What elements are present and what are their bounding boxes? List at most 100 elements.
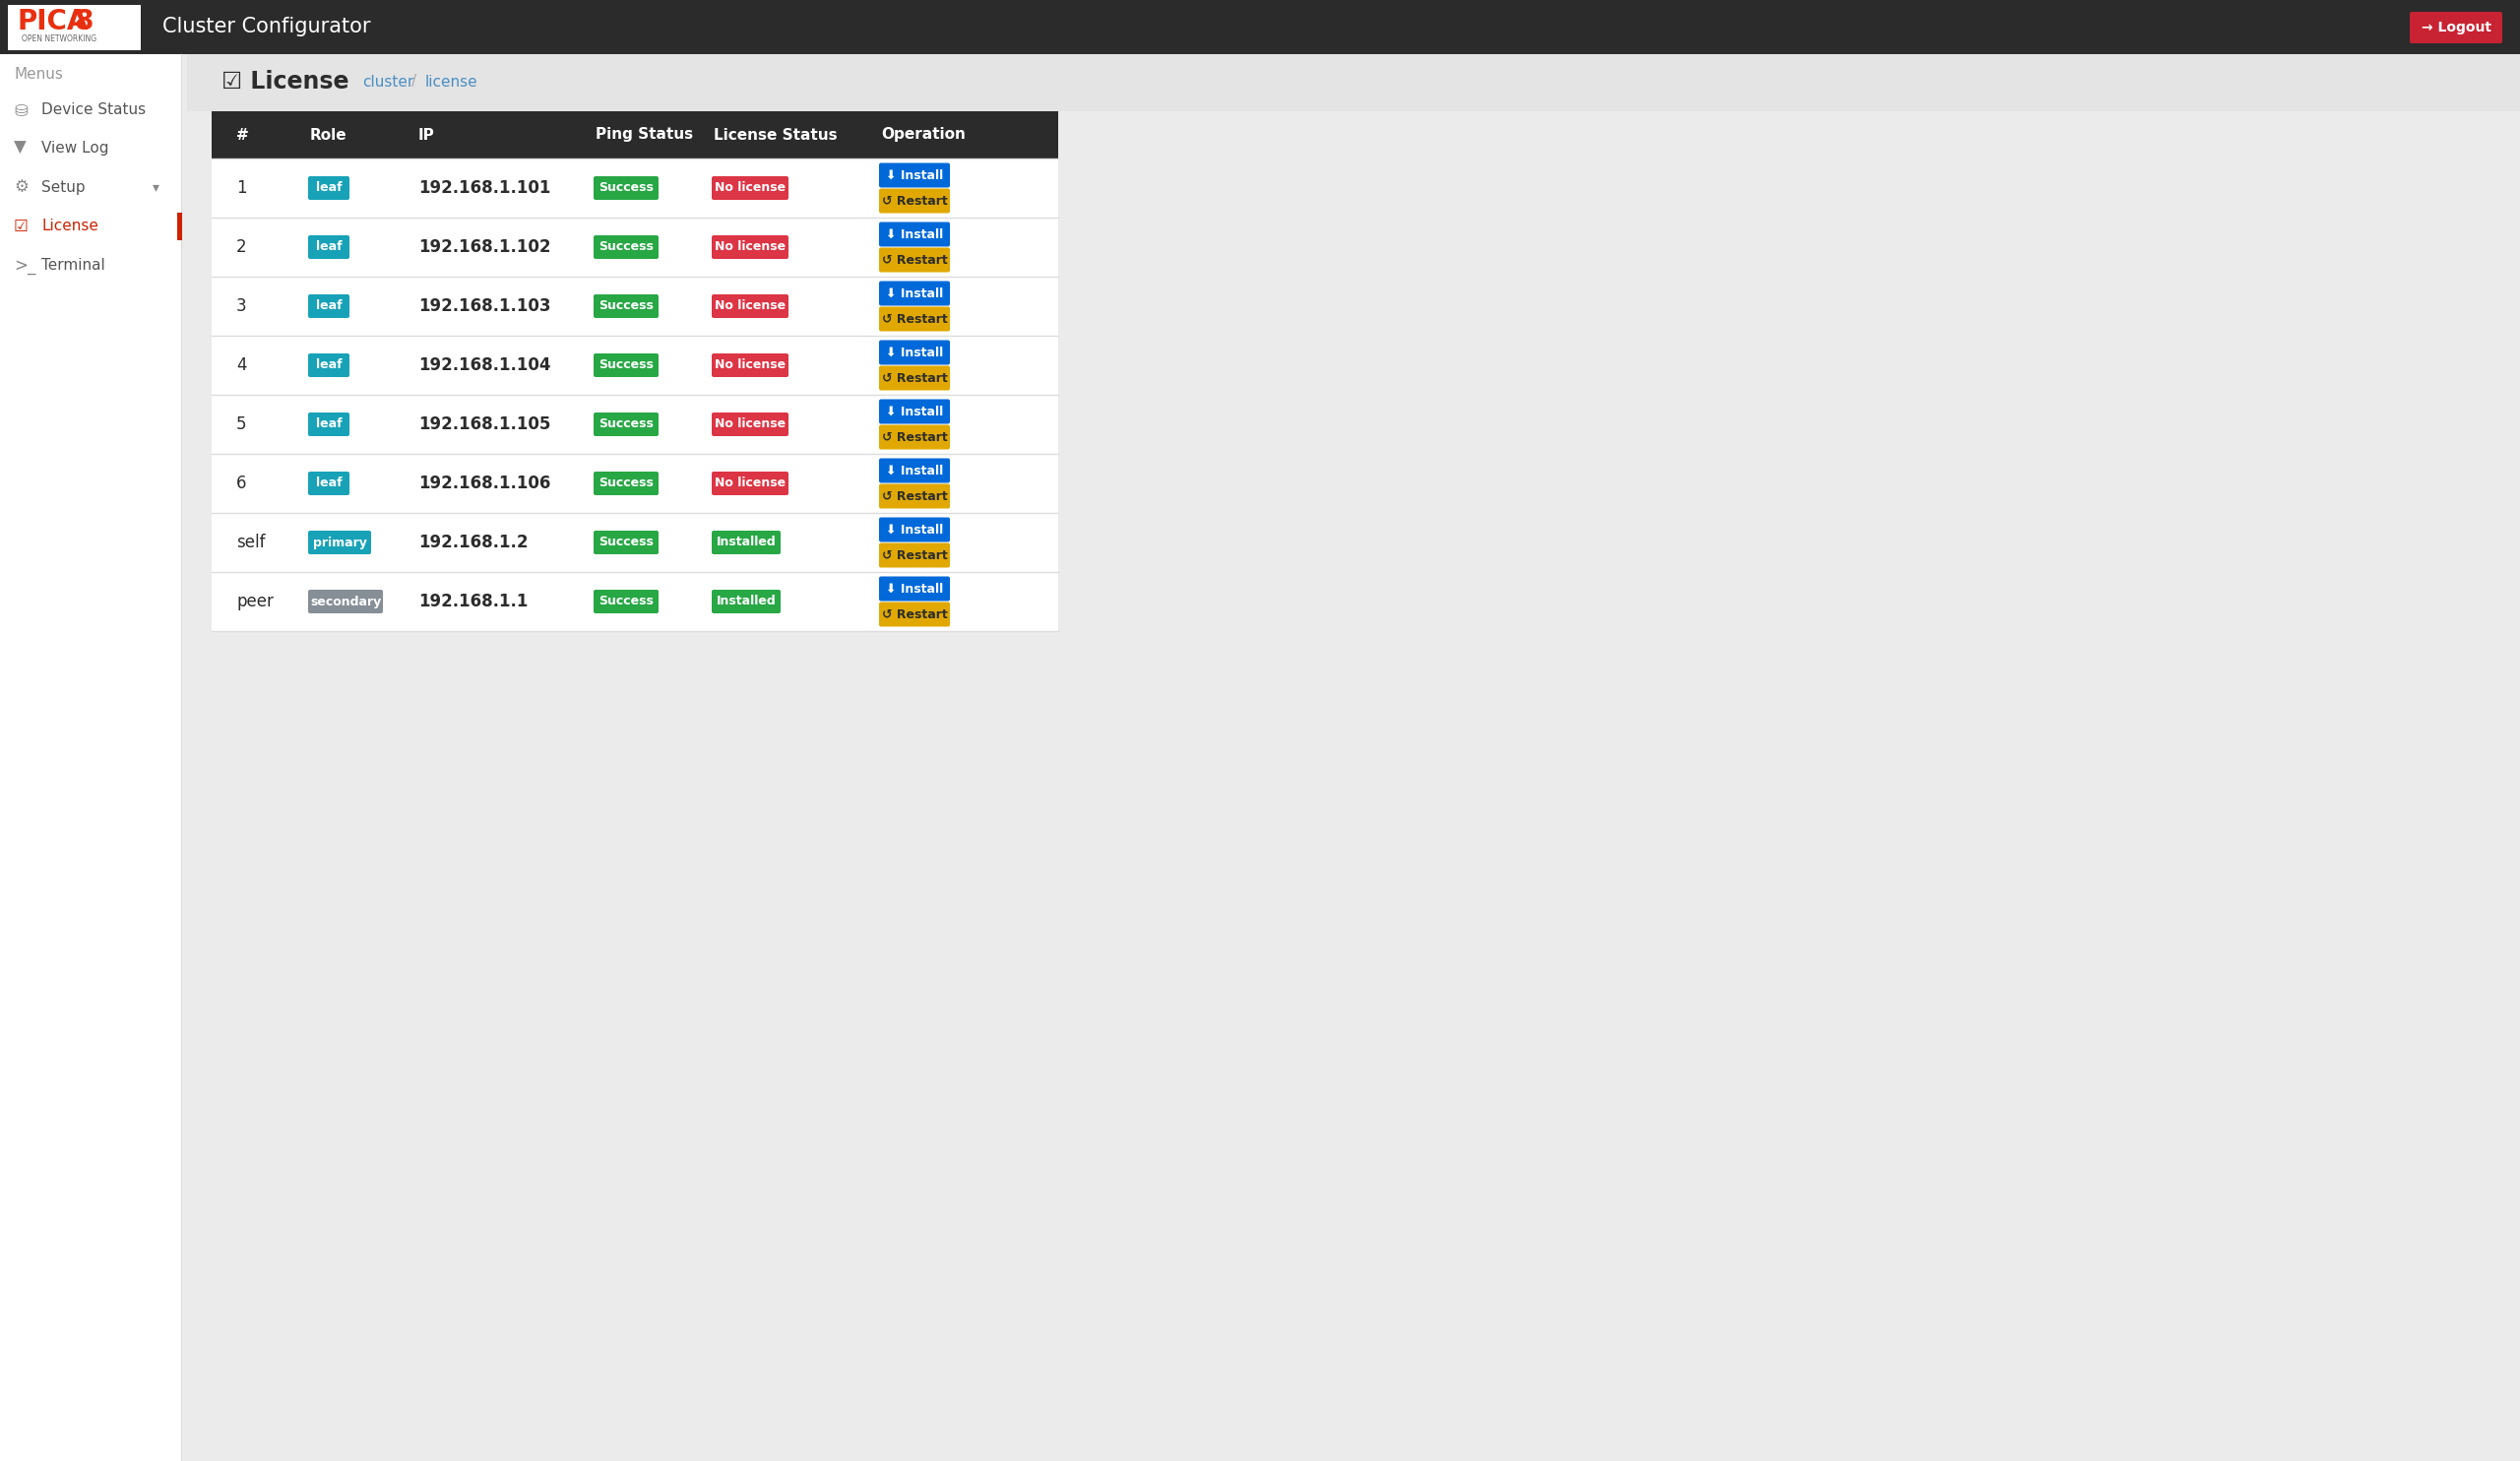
Text: >_: >_ <box>13 257 35 275</box>
Text: ⛁: ⛁ <box>13 101 28 120</box>
Text: 192.168.1.106: 192.168.1.106 <box>418 475 552 492</box>
FancyBboxPatch shape <box>879 425 950 450</box>
Bar <box>212 573 1058 631</box>
Text: No license: No license <box>716 300 786 313</box>
Text: PICA: PICA <box>18 7 88 35</box>
FancyBboxPatch shape <box>711 472 789 495</box>
Text: ☑: ☑ <box>13 218 28 235</box>
Text: /: / <box>411 75 416 89</box>
Text: 3: 3 <box>237 298 247 316</box>
FancyBboxPatch shape <box>879 602 950 627</box>
Text: 4: 4 <box>237 356 247 374</box>
FancyBboxPatch shape <box>307 590 383 614</box>
FancyBboxPatch shape <box>595 412 658 437</box>
Text: Role: Role <box>310 127 348 142</box>
Text: 192.168.1.1: 192.168.1.1 <box>418 593 529 611</box>
Bar <box>212 394 1058 454</box>
FancyBboxPatch shape <box>879 543 950 567</box>
Text: No license: No license <box>716 181 786 194</box>
Text: secondary: secondary <box>310 595 381 608</box>
Text: ↺ Restart: ↺ Restart <box>882 608 948 621</box>
Text: 192.168.1.103: 192.168.1.103 <box>418 298 552 316</box>
Text: ↺ Restart: ↺ Restart <box>882 194 948 207</box>
Bar <box>0 0 2520 54</box>
FancyBboxPatch shape <box>879 577 950 600</box>
Bar <box>8 4 141 50</box>
Text: cluster: cluster <box>363 75 413 89</box>
Text: ⬇ Install: ⬇ Install <box>887 405 942 418</box>
Text: ▼: ▼ <box>13 139 25 156</box>
FancyBboxPatch shape <box>711 590 781 614</box>
Text: ▾: ▾ <box>154 180 159 194</box>
Text: ⬇ Install: ⬇ Install <box>887 228 942 241</box>
Text: View Log: View Log <box>40 140 108 155</box>
FancyBboxPatch shape <box>595 530 658 554</box>
Bar <box>186 54 2520 111</box>
Text: #: # <box>237 127 249 142</box>
Text: leaf: leaf <box>315 418 343 431</box>
Text: Installed: Installed <box>716 536 776 549</box>
Bar <box>212 111 1058 158</box>
Text: leaf: leaf <box>315 359 343 371</box>
Bar <box>212 276 1058 336</box>
FancyBboxPatch shape <box>879 281 950 305</box>
FancyBboxPatch shape <box>307 294 350 318</box>
Text: License: License <box>40 219 98 234</box>
Text: License Status: License Status <box>713 127 837 142</box>
Text: 8: 8 <box>73 7 93 35</box>
FancyBboxPatch shape <box>879 399 950 424</box>
Text: No license: No license <box>716 241 786 254</box>
FancyBboxPatch shape <box>711 177 789 200</box>
Text: leaf: leaf <box>315 181 343 194</box>
Text: ⬇ Install: ⬇ Install <box>887 523 942 536</box>
Text: Device Status: Device Status <box>40 102 146 118</box>
FancyBboxPatch shape <box>307 177 350 200</box>
Text: Terminal: Terminal <box>40 259 106 273</box>
FancyBboxPatch shape <box>879 517 950 542</box>
Text: Success: Success <box>600 476 653 489</box>
FancyBboxPatch shape <box>307 354 350 377</box>
Text: → Logout: → Logout <box>2422 20 2492 35</box>
FancyBboxPatch shape <box>879 222 950 247</box>
FancyBboxPatch shape <box>307 472 350 495</box>
Text: OPEN NETWORKING: OPEN NETWORKING <box>23 35 96 44</box>
Text: ⬇ Install: ⬇ Install <box>887 583 942 595</box>
FancyBboxPatch shape <box>595 472 658 495</box>
Bar <box>212 158 1058 218</box>
Text: Ping Status: Ping Status <box>595 127 693 142</box>
Text: ↺ Restart: ↺ Restart <box>882 371 948 384</box>
Text: ⬇ Install: ⬇ Install <box>887 286 942 300</box>
Text: Success: Success <box>600 241 653 254</box>
FancyBboxPatch shape <box>879 247 950 272</box>
Text: Success: Success <box>600 418 653 431</box>
Text: Installed: Installed <box>716 595 776 608</box>
Text: 1: 1 <box>237 180 247 197</box>
Text: 192.168.1.2: 192.168.1.2 <box>418 533 529 551</box>
FancyBboxPatch shape <box>879 164 950 187</box>
Text: ☑ License: ☑ License <box>222 70 348 94</box>
FancyBboxPatch shape <box>595 235 658 259</box>
Text: ⬇ Install: ⬇ Install <box>887 465 942 476</box>
Text: 6: 6 <box>237 475 247 492</box>
Text: leaf: leaf <box>315 476 343 489</box>
FancyBboxPatch shape <box>879 365 950 390</box>
FancyBboxPatch shape <box>307 530 370 554</box>
Text: ↺ Restart: ↺ Restart <box>882 431 948 444</box>
FancyBboxPatch shape <box>711 530 781 554</box>
Text: Success: Success <box>600 595 653 608</box>
Text: leaf: leaf <box>315 241 343 254</box>
Text: ↺ Restart: ↺ Restart <box>882 254 948 266</box>
FancyBboxPatch shape <box>879 188 950 213</box>
FancyBboxPatch shape <box>879 459 950 484</box>
Text: 192.168.1.105: 192.168.1.105 <box>418 415 552 432</box>
FancyBboxPatch shape <box>595 294 658 318</box>
FancyBboxPatch shape <box>879 307 950 332</box>
Text: primary: primary <box>312 536 365 549</box>
FancyBboxPatch shape <box>711 412 789 437</box>
FancyBboxPatch shape <box>595 590 658 614</box>
FancyBboxPatch shape <box>879 484 950 508</box>
FancyBboxPatch shape <box>711 294 789 318</box>
Text: Menus: Menus <box>13 67 63 82</box>
Bar <box>212 336 1058 394</box>
Bar <box>0 54 181 1461</box>
